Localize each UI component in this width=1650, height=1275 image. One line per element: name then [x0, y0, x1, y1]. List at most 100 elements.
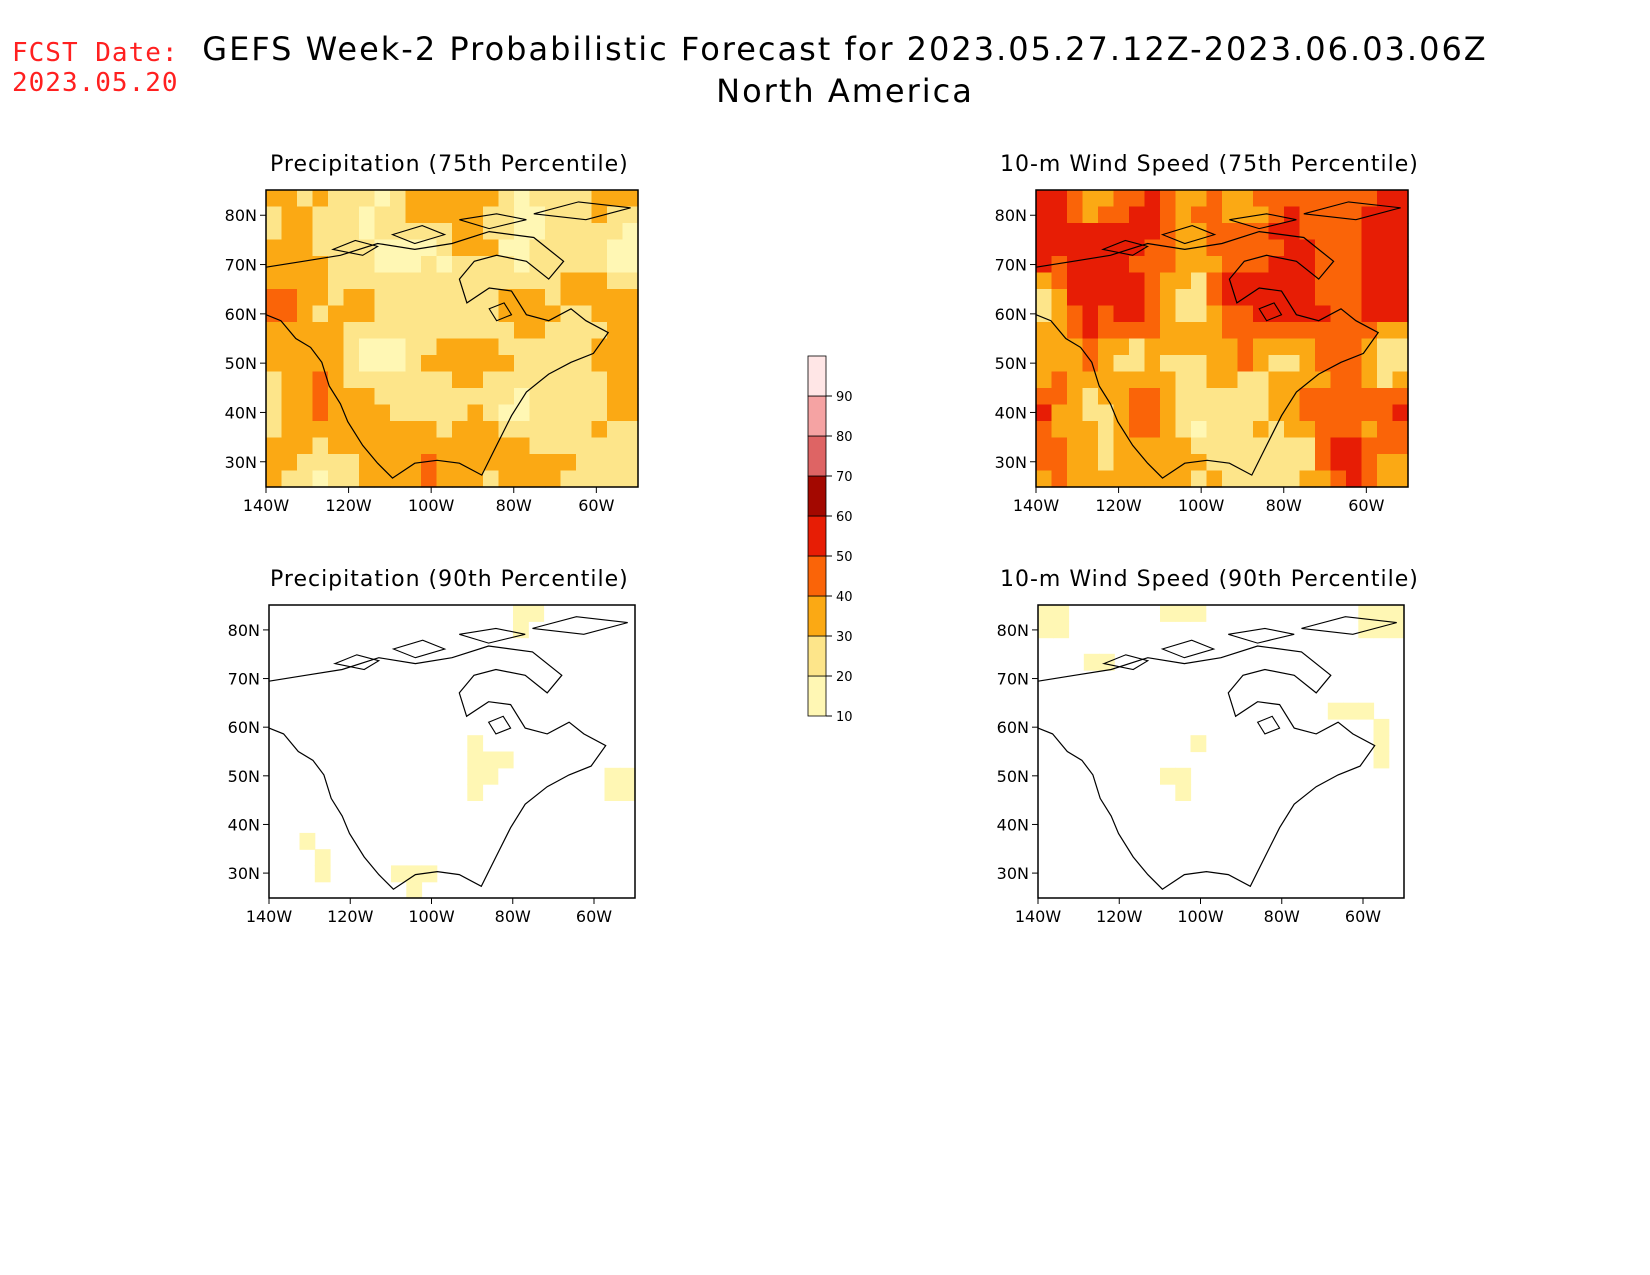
field-cell [529, 421, 546, 439]
field-cell [1113, 206, 1130, 224]
field-cell [281, 272, 298, 290]
lat-tick-label: 80N [997, 621, 1029, 640]
field-cell [1284, 305, 1301, 323]
lat-tick-label: 30N [997, 864, 1029, 883]
field-cell [498, 371, 515, 389]
field-cell [343, 338, 360, 356]
field-cell [452, 404, 469, 422]
field-cell [374, 190, 391, 208]
field-cell [359, 355, 376, 373]
field-cell [1082, 239, 1099, 257]
field-cell [1237, 371, 1254, 389]
field-cell [1067, 470, 1084, 488]
field-cell [328, 437, 345, 455]
field-cell [1206, 190, 1223, 208]
field-cell [359, 371, 376, 389]
field-cell [1268, 190, 1285, 208]
field-cell [1206, 470, 1223, 488]
lon-tick-label: 120W [1096, 907, 1143, 926]
field-cell [374, 206, 391, 224]
field-cell [1160, 605, 1176, 622]
field-cell [1206, 206, 1223, 224]
field-cell [1315, 338, 1332, 356]
field-cell [1191, 355, 1208, 373]
colorbar-tick-label: 20 [836, 670, 853, 685]
field-cell [452, 190, 469, 208]
field-cell [1067, 437, 1084, 455]
field-cell [1098, 355, 1115, 373]
map-panel-wind-75: 80N 70N 60N 50N 40N 30N 140W 120W 100W 80W 60W [995, 189, 1409, 515]
field-cell [514, 322, 531, 340]
field-cell [1361, 371, 1378, 389]
field-cell [436, 239, 453, 257]
field-cell [1392, 470, 1409, 488]
field-cell [312, 338, 329, 356]
field-cell [343, 289, 360, 307]
field-cell [1392, 322, 1409, 340]
field-cell [1051, 272, 1068, 290]
panel-title-precip-90: Precipitation (90th Percentile) [270, 567, 629, 592]
field-cell [622, 322, 639, 340]
map-frame [265, 189, 639, 488]
field-cell [1237, 388, 1254, 406]
lat-tick-label: 70N [997, 670, 1029, 689]
field-cell [405, 305, 422, 323]
island-outline [1229, 213, 1297, 230]
field-cell [1175, 206, 1192, 224]
field-cell [545, 206, 562, 224]
field-cell [1377, 437, 1394, 455]
field-cell [297, 272, 314, 290]
field-cell [622, 437, 639, 455]
field-cell [622, 404, 639, 422]
field-cell [374, 239, 391, 257]
field-cell [560, 256, 577, 274]
field-cell [405, 437, 422, 455]
field-cell [1361, 470, 1378, 488]
field-cell [591, 206, 608, 224]
field-cell [1330, 272, 1347, 290]
field-cell [1051, 454, 1068, 472]
field-cell [529, 256, 546, 274]
field-cell [545, 338, 562, 356]
field-cell [452, 338, 469, 356]
field-cell [622, 272, 639, 290]
field-cell [1175, 388, 1192, 406]
field-cell [1144, 371, 1161, 389]
field-cell [436, 388, 453, 406]
field-cell [374, 338, 391, 356]
field-cell [343, 272, 360, 290]
field-cell [312, 470, 329, 488]
field-cell [328, 223, 345, 241]
field-cell [1299, 239, 1316, 257]
field-cell [467, 437, 484, 455]
lat-tick-label: 50N [228, 767, 260, 786]
field-cell [390, 371, 407, 389]
field-cell [328, 470, 345, 488]
field-cell [1144, 190, 1161, 208]
lat-tick-label: 70N [228, 670, 260, 689]
field-cell [359, 305, 376, 323]
field-cell [359, 470, 376, 488]
field-cell [1346, 322, 1363, 340]
island-outline [391, 639, 447, 659]
field-cell [1160, 767, 1176, 785]
field-cell [405, 388, 422, 406]
field-cell [1051, 371, 1068, 389]
field-cell [1051, 404, 1068, 422]
colorbar-segment [807, 355, 827, 397]
field-cell [1175, 223, 1192, 241]
field-cell [498, 454, 515, 472]
field-cell [359, 338, 376, 356]
island-outline [1303, 201, 1401, 221]
field-cell [343, 454, 360, 472]
field-cell [1129, 239, 1146, 257]
field-cell [281, 206, 298, 224]
field-cell [1284, 470, 1301, 488]
field-cell [1082, 404, 1099, 422]
field-cell [390, 470, 407, 488]
field-cell [436, 256, 453, 274]
field-cell [1361, 421, 1378, 439]
field-cell [1036, 206, 1053, 224]
field-cell [622, 190, 639, 208]
field-cell [1098, 289, 1115, 307]
